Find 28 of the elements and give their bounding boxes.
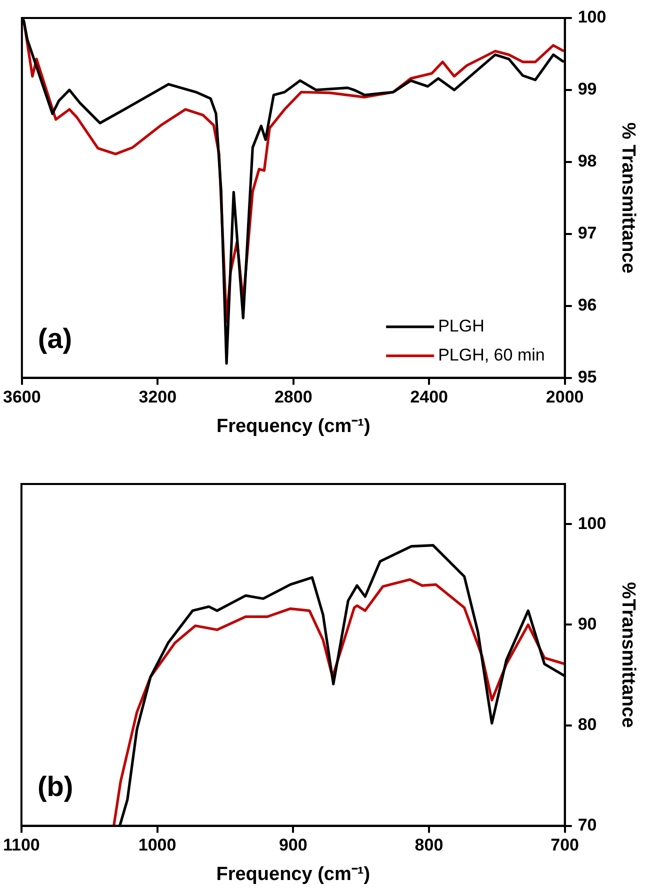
y-tick-label: 100 [578,8,606,27]
x-tick-label: 2400 [410,388,448,407]
x-axis-title: Frequency (cm⁻¹) [216,864,370,885]
y-tick-label: 96 [578,296,597,315]
x-tick-label: 800 [414,836,444,855]
y-tick-label: 97 [578,224,597,243]
legend-label: PLGH [438,316,484,336]
y-tick-label: 70 [578,815,597,834]
y-tick-label: 95 [578,367,597,386]
annotation: (b) [37,770,74,802]
x-axis-title: Frequency (cm⁻¹) [216,416,370,437]
y-axis-title: %Transmittance [617,582,638,728]
x-tick-label: 700 [550,836,580,855]
x-tick-label: 1000 [138,836,176,855]
y-axis-title: % Transmittance [617,122,638,274]
x-tick-label: 2000 [546,388,584,407]
x-tick-label: 2800 [274,388,312,407]
x-tick-label: 3200 [138,388,177,407]
x-tick-label: 3600 [2,388,41,407]
annotation: (a) [38,322,72,354]
x-tick-label: 900 [278,836,308,855]
y-tick-label: 90 [578,614,597,634]
y-tick-label: 99 [578,80,597,99]
y-tick-label: 100 [578,514,606,533]
x-tick-label: 1100 [2,836,40,855]
legend-label: PLGH, 60 min [438,345,545,364]
y-tick-label: 98 [578,152,597,171]
y-tick-label: 80 [578,714,597,734]
